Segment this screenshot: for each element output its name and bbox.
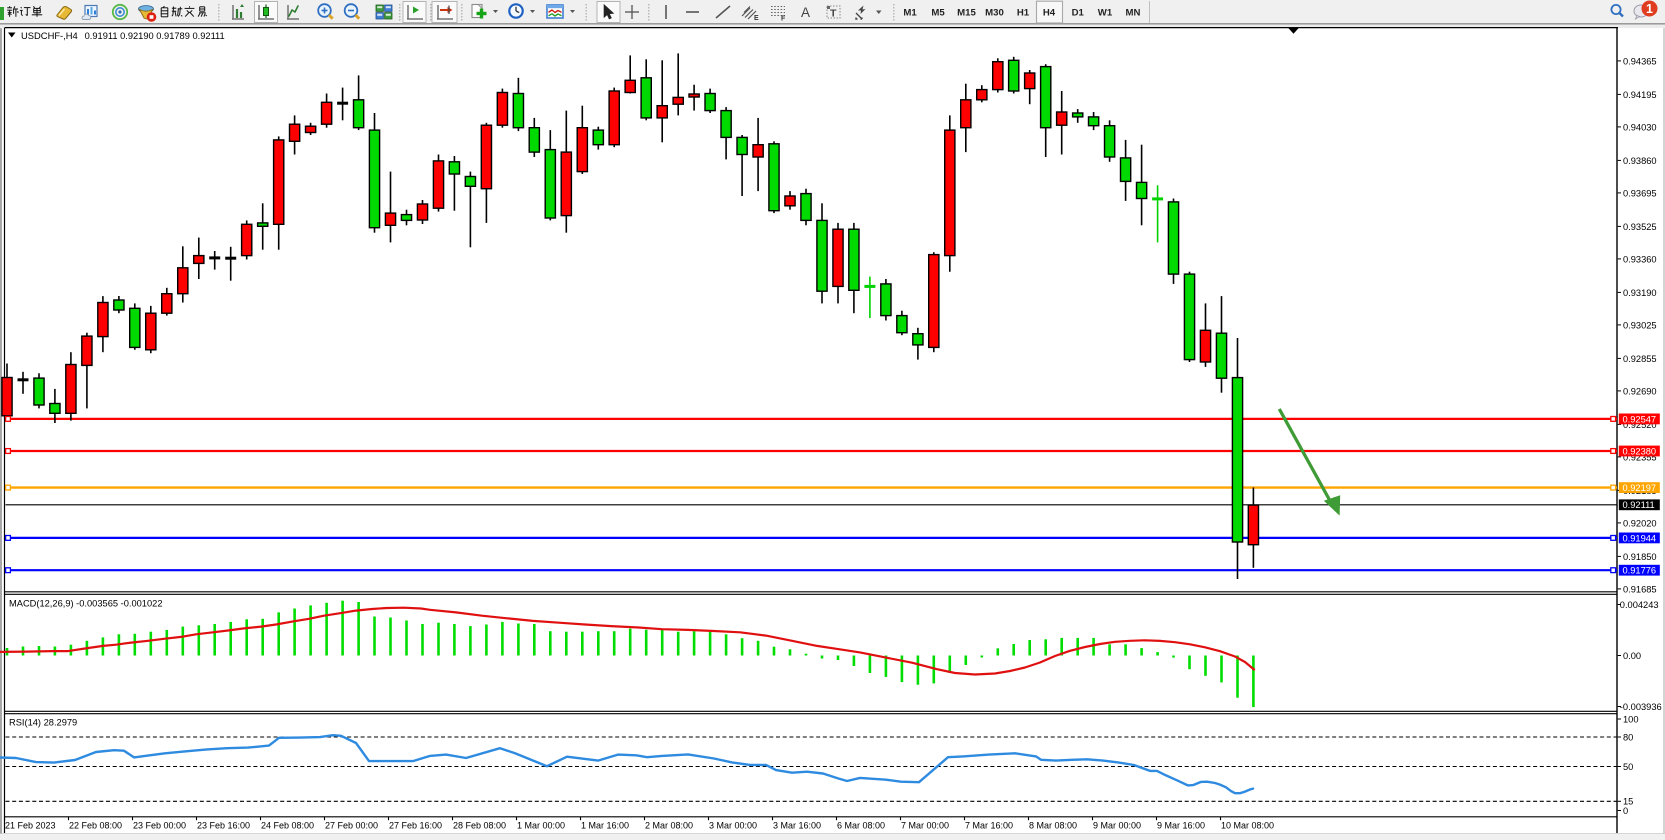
svg-text:0.92111: 0.92111 (1623, 500, 1655, 510)
svg-text:M1: M1 (903, 8, 917, 19)
svg-text:H1: H1 (1017, 8, 1030, 19)
svg-text:50: 50 (1623, 762, 1633, 772)
svg-text:USDCHF-,H4: USDCHF-,H4 (21, 30, 78, 41)
svg-text:27 Feb 16:00: 27 Feb 16:00 (389, 821, 442, 831)
svg-text:T: T (830, 8, 837, 20)
svg-text:RSI(14) 28.2979: RSI(14) 28.2979 (9, 718, 77, 728)
svg-text:0: 0 (1623, 806, 1628, 816)
svg-text:0.91944: 0.91944 (1623, 533, 1657, 543)
svg-text:F: F (781, 16, 786, 23)
svg-text:1: 1 (1646, 2, 1653, 16)
svg-text:0.91911 0.92190 0.91789 0.9211: 0.91911 0.92190 0.91789 0.92111 (85, 31, 225, 41)
svg-text:21 Feb 2023: 21 Feb 2023 (5, 821, 56, 831)
svg-text:10 Mar 08:00: 10 Mar 08:00 (1221, 821, 1274, 831)
svg-text:M15: M15 (957, 8, 976, 19)
svg-text:D1: D1 (1072, 8, 1085, 19)
svg-text:MN: MN (1126, 8, 1141, 19)
svg-text:1 Mar 16:00: 1 Mar 16:00 (581, 821, 629, 831)
svg-text:0.92690: 0.92690 (1623, 386, 1657, 396)
svg-text:0.00: 0.00 (1623, 651, 1641, 661)
svg-text:9 Mar 00:00: 9 Mar 00:00 (1093, 821, 1141, 831)
svg-text:9 Mar 16:00: 9 Mar 16:00 (1157, 821, 1205, 831)
svg-text:24 Feb 08:00: 24 Feb 08:00 (261, 821, 314, 831)
svg-text:0.004243: 0.004243 (1620, 600, 1659, 610)
svg-text:0.91850: 0.91850 (1623, 552, 1657, 562)
svg-text:-0.003936: -0.003936 (1620, 702, 1662, 712)
svg-text:7 Mar 16:00: 7 Mar 16:00 (965, 821, 1013, 831)
svg-text:0.92855: 0.92855 (1623, 354, 1657, 364)
svg-text:6 Mar 08:00: 6 Mar 08:00 (837, 821, 885, 831)
svg-text:0.91685: 0.91685 (1623, 584, 1657, 594)
svg-text:0.94365: 0.94365 (1623, 56, 1657, 66)
svg-text:M5: M5 (931, 8, 945, 19)
svg-text:0.93695: 0.93695 (1623, 188, 1657, 198)
svg-text:0.92520: 0.92520 (1623, 420, 1657, 430)
svg-text:0.93860: 0.93860 (1623, 156, 1657, 166)
svg-text:22 Feb 08:00: 22 Feb 08:00 (69, 821, 122, 831)
svg-text:H4: H4 (1043, 8, 1056, 19)
svg-text:0.91776: 0.91776 (1623, 566, 1657, 576)
svg-text:M30: M30 (985, 8, 1004, 19)
svg-text:0.92355: 0.92355 (1623, 452, 1657, 462)
svg-text:0.93360: 0.93360 (1623, 254, 1657, 264)
svg-text:0.94030: 0.94030 (1623, 122, 1657, 132)
svg-text:W1: W1 (1098, 8, 1113, 19)
svg-text:E: E (754, 15, 759, 22)
svg-text:28 Feb 08:00: 28 Feb 08:00 (453, 821, 506, 831)
svg-text:1 Mar 00:00: 1 Mar 00:00 (517, 821, 565, 831)
svg-text:3 Mar 00:00: 3 Mar 00:00 (709, 821, 757, 831)
svg-text:0.92547: 0.92547 (1623, 414, 1657, 424)
svg-text:7 Mar 00:00: 7 Mar 00:00 (901, 821, 949, 831)
svg-text:3 Mar 16:00: 3 Mar 16:00 (773, 821, 821, 831)
svg-text:8 Mar 08:00: 8 Mar 08:00 (1029, 821, 1077, 831)
svg-text:0.92380: 0.92380 (1623, 446, 1657, 456)
svg-text:80: 80 (1623, 732, 1633, 742)
svg-text:0.94195: 0.94195 (1623, 90, 1657, 100)
svg-text:23 Feb 16:00: 23 Feb 16:00 (197, 821, 250, 831)
svg-text:2 Mar 08:00: 2 Mar 08:00 (645, 821, 693, 831)
svg-text:0.93025: 0.93025 (1623, 320, 1657, 330)
svg-text:0.92020: 0.92020 (1623, 518, 1657, 528)
svg-text:A: A (801, 5, 810, 20)
svg-text:23 Feb 00:00: 23 Feb 00:00 (133, 821, 186, 831)
svg-text:27 Feb 00:00: 27 Feb 00:00 (325, 821, 378, 831)
svg-text:0.93190: 0.93190 (1623, 288, 1657, 298)
svg-text:100: 100 (1623, 714, 1639, 724)
svg-text:MACD(12,26,9) -0.003565 -0.001: MACD(12,26,9) -0.003565 -0.001022 (9, 599, 163, 609)
svg-text:0.93525: 0.93525 (1623, 222, 1657, 232)
svg-text:0.92197: 0.92197 (1623, 483, 1657, 493)
svg-text:15: 15 (1623, 797, 1633, 807)
